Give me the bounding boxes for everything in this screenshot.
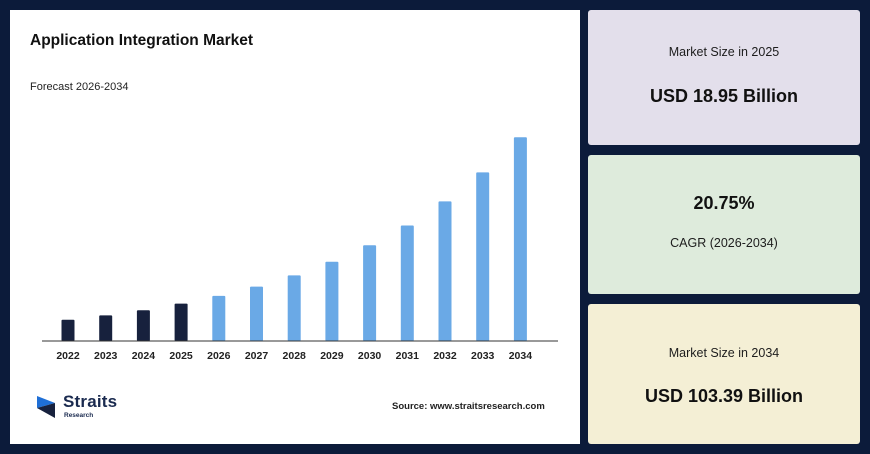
bar-2029	[325, 261, 339, 341]
bar-2022	[61, 319, 75, 341]
bar-2027	[250, 286, 263, 341]
x-tick-label: 2029	[320, 350, 344, 362]
x-tick-label: 2028	[283, 350, 307, 362]
stat-label: Market Size in 2025	[668, 45, 780, 59]
bar-2028	[287, 275, 301, 341]
x-tick-label: 2034	[509, 350, 533, 362]
bar-2030	[363, 245, 377, 341]
x-tick-label: 2030	[358, 350, 382, 362]
x-tick-label: 2032	[433, 350, 457, 362]
stat-value: USD 18.95 Billion	[649, 86, 799, 106]
stat-card-market-size-2034: Market Size in 2034 USD 103.39 Billion	[588, 304, 860, 444]
bar-2025	[174, 303, 188, 341]
x-tick-label: 2022	[56, 350, 80, 362]
chart-card: Application Integration Market Forecast …	[10, 10, 580, 444]
chart-title: Application Integration Market	[30, 32, 254, 49]
x-tick-label: 2025	[169, 350, 193, 362]
x-tick-label: 2024	[132, 350, 156, 362]
logo-subtext: Research	[64, 412, 94, 419]
stat-value: 20.75%	[693, 193, 755, 213]
stat-card-cagr: 20.75% CAGR (2026-2034)	[588, 155, 860, 294]
stat-label: Market Size in 2034	[668, 346, 780, 360]
x-tick-label: 2033	[471, 350, 495, 362]
bar-2033	[476, 172, 490, 341]
chart-subtitle: Forecast 2026-2034	[30, 81, 129, 93]
logo-wordmark: Straits	[63, 392, 118, 411]
x-tick-label: 2027	[245, 350, 269, 362]
stat-card-market-size-2025: Market Size in 2025 USD 18.95 Billion	[588, 10, 860, 145]
bar-2031	[400, 225, 414, 341]
bar-2026	[212, 295, 226, 341]
x-tick-label: 2026	[207, 350, 231, 362]
bar-chart: 2022 2023 2024 2025 2026 2027 2028 2029 2030 2031…	[42, 137, 558, 362]
source-note: Source: www.straitsresearch.com	[392, 401, 545, 412]
straits-logo-icon	[37, 396, 55, 418]
bar-2034	[513, 137, 527, 341]
bar-2024	[136, 310, 150, 341]
bar-2032	[438, 201, 452, 341]
x-tick-label: 2031	[396, 350, 420, 362]
stat-label: CAGR (2026-2034)	[670, 236, 778, 250]
straits-logo: Straits Research	[35, 392, 145, 426]
x-tick-label: 2023	[94, 350, 118, 362]
stat-value: USD 103.39 Billion	[644, 386, 804, 406]
bar-2023	[99, 315, 113, 341]
